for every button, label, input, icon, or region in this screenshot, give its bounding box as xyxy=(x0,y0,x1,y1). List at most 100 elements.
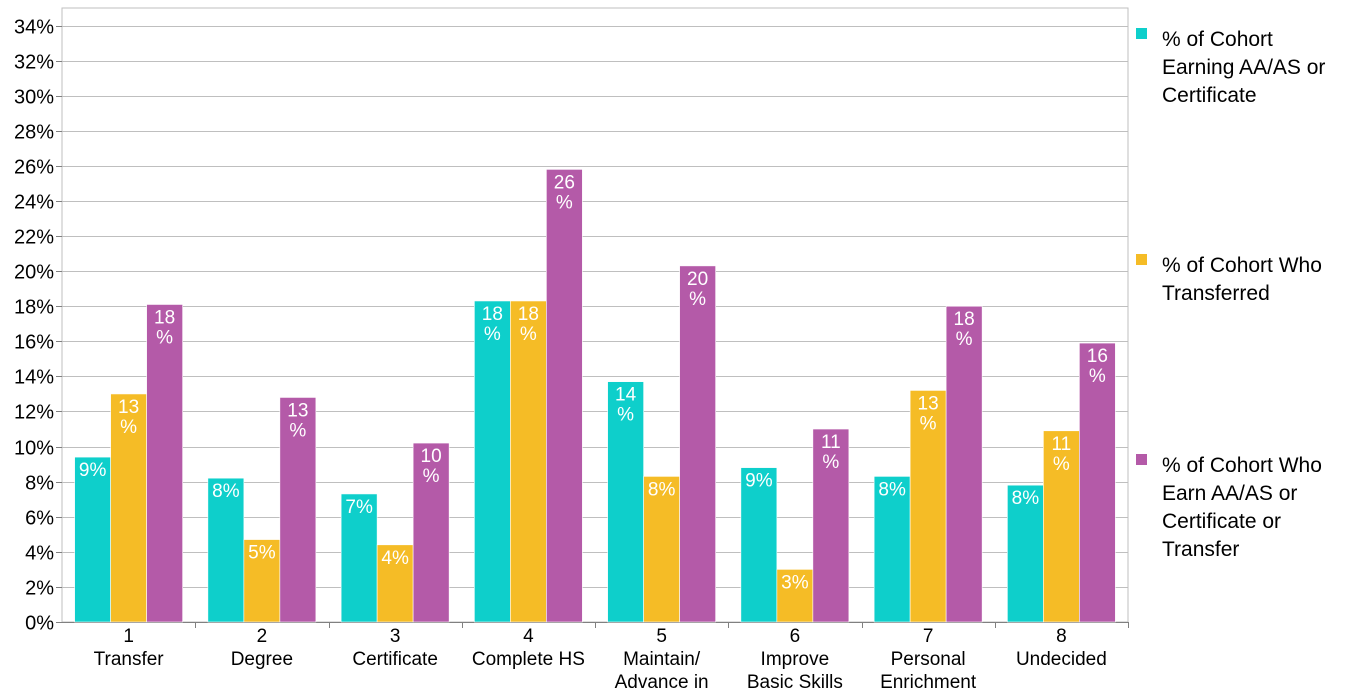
bar-value-label: % xyxy=(520,324,537,345)
bar-value-label: % xyxy=(156,327,173,348)
x-tick-label: Improve xyxy=(761,649,830,670)
x-tick-label: Transfer xyxy=(94,649,165,670)
y-tick-label: 24% xyxy=(14,192,54,214)
legend: % of Cohort Earning AA/AS or Certificate % … xyxy=(1136,28,1325,561)
bar-value-label: % xyxy=(120,417,137,438)
bar-value-label: 13 xyxy=(918,393,939,414)
bar-value-label: % xyxy=(689,289,706,310)
legend-label: Earn AA/AS or xyxy=(1162,482,1297,505)
y-tick-label: 28% xyxy=(14,122,54,144)
bar xyxy=(812,428,850,623)
bar-value-label: 18 xyxy=(518,304,539,325)
x-tick-label: 8 xyxy=(1056,626,1067,647)
x-tick-label: 7 xyxy=(923,626,934,647)
x-tick-label: 1 xyxy=(123,626,134,647)
y-tick-label: 20% xyxy=(14,262,54,284)
x-tick-label: Personal xyxy=(891,649,966,670)
legend-label: Transferred xyxy=(1162,282,1270,305)
bar xyxy=(679,265,716,623)
bar-value-label: % xyxy=(556,192,573,213)
legend-swatch xyxy=(1136,454,1147,465)
bar-value-label: 14 xyxy=(615,385,637,406)
y-tick-label: 0% xyxy=(25,613,54,635)
x-tick-label: Certificate xyxy=(352,649,438,670)
y-tick-label: 6% xyxy=(25,508,54,530)
bar xyxy=(510,300,547,623)
y-tick-label: 14% xyxy=(14,367,54,389)
y-tick-label: 30% xyxy=(14,87,54,109)
legend-label: % of Cohort Who xyxy=(1162,254,1322,277)
bar-value-label: 11 xyxy=(821,432,841,453)
bar-value-label: % xyxy=(423,466,440,487)
bar xyxy=(1079,342,1116,623)
bar xyxy=(776,569,814,623)
x-tick-label: Maintain/ xyxy=(623,649,701,670)
x-tick-label: Undecided xyxy=(1016,649,1107,670)
bar-value-label: % xyxy=(1089,366,1106,387)
bar-value-label: 16 xyxy=(1087,346,1108,367)
y-axis: 0%2%4%6%8%10%12%14%16%18%20%22%24%26%28%… xyxy=(14,17,1129,635)
data-labels: 9%13%18%8%5%13%7%4%10%18%18%26%14%8%20%9… xyxy=(79,172,1108,593)
bar-value-label: 11 xyxy=(1052,434,1072,455)
bar-value-label: 8% xyxy=(878,479,906,500)
y-tick-label: 26% xyxy=(14,157,54,179)
bar xyxy=(1043,430,1080,623)
bar-value-label: 18 xyxy=(954,309,975,330)
x-tick-label: Advance in xyxy=(615,672,709,693)
x-tick-label: Degree xyxy=(231,649,293,670)
x-tick-label: 6 xyxy=(790,626,801,647)
bar xyxy=(376,544,414,623)
bar xyxy=(412,442,450,623)
bar-value-label: 3% xyxy=(781,572,809,593)
bar xyxy=(945,305,983,623)
y-tick-label: 34% xyxy=(14,17,54,39)
bar-value-label: 9% xyxy=(745,471,773,492)
bar-value-label: 7% xyxy=(345,497,373,518)
legend-label: % of Cohort Who xyxy=(1162,454,1322,477)
bar-value-label: 8% xyxy=(648,479,676,500)
bar-value-label: % xyxy=(956,329,973,350)
y-tick-label: 10% xyxy=(14,438,54,460)
bar-value-label: % xyxy=(822,452,839,473)
bar-value-label: 18 xyxy=(154,307,175,328)
legend-swatch xyxy=(1136,28,1147,39)
y-tick-label: 12% xyxy=(14,402,54,424)
bar xyxy=(1007,484,1044,623)
bar xyxy=(607,381,644,623)
bar-value-label: 18 xyxy=(482,304,503,325)
bars xyxy=(74,169,1116,623)
bar-value-label: % xyxy=(1053,454,1070,475)
bar xyxy=(740,467,778,623)
bar xyxy=(873,476,911,623)
bar-value-label: 9% xyxy=(79,460,107,481)
legend-swatch xyxy=(1136,254,1147,265)
y-tick-label: 4% xyxy=(25,543,54,565)
x-tick-label: Basic Skills xyxy=(747,672,843,693)
bar xyxy=(340,493,378,623)
bar xyxy=(207,477,245,623)
y-tick-label: 8% xyxy=(25,473,54,495)
bar xyxy=(643,476,680,623)
bar-value-label: % xyxy=(289,420,306,441)
bar-value-label: 4% xyxy=(381,548,409,569)
legend-label: Certificate or xyxy=(1162,510,1281,533)
bar-value-label: 13 xyxy=(287,400,308,421)
bar-value-label: 5% xyxy=(248,543,276,564)
bar xyxy=(146,304,183,623)
x-tick-label: 3 xyxy=(390,626,401,647)
y-tick-label: 22% xyxy=(14,227,54,249)
bar xyxy=(279,397,317,623)
legend-label: % of Cohort xyxy=(1162,28,1273,51)
bar-value-label: % xyxy=(617,405,634,426)
bar xyxy=(243,539,281,623)
bar xyxy=(110,393,147,623)
y-tick-label: 2% xyxy=(25,578,54,600)
bar-value-label: 20 xyxy=(687,269,708,290)
bar-value-label: % xyxy=(484,324,501,345)
y-tick-label: 18% xyxy=(14,297,54,319)
bar-value-label: 8% xyxy=(1012,488,1040,509)
bar xyxy=(909,390,947,623)
bar xyxy=(74,456,111,623)
